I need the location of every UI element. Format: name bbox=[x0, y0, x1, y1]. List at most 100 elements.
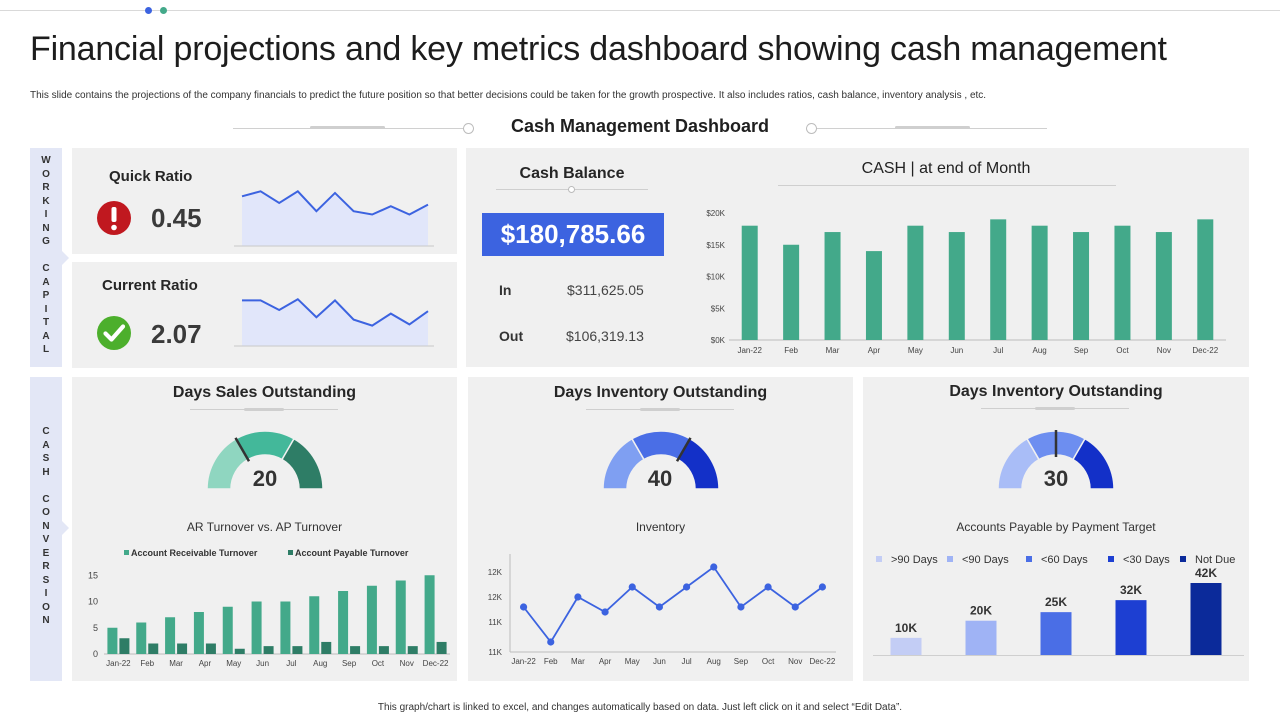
ar-xtick-label: Jan-22 bbox=[106, 659, 131, 668]
inventory-ytick-label: 12K bbox=[488, 568, 503, 577]
inventory-point bbox=[710, 563, 718, 571]
inventory-point bbox=[737, 603, 745, 611]
ap-legend-swatch bbox=[1026, 556, 1032, 562]
cash-bar bbox=[1031, 225, 1048, 340]
cash-xtick-label: Jun bbox=[950, 346, 963, 355]
cash-bar bbox=[865, 251, 882, 340]
ar-xtick-label: Nov bbox=[400, 659, 414, 668]
ar-ytick-label: 10 bbox=[88, 597, 98, 607]
ar-xtick-label: May bbox=[226, 659, 241, 668]
ar-xtick-label: Apr bbox=[199, 659, 212, 668]
dpo-underline-bar bbox=[1035, 407, 1075, 410]
ar-bar bbox=[280, 601, 291, 654]
quick-ratio-panel: Quick Ratio 0.45 bbox=[72, 148, 457, 254]
ar-bar bbox=[165, 617, 176, 654]
dpo-title: Days Inventory Outstanding bbox=[949, 383, 1163, 400]
ap-bar bbox=[436, 641, 447, 654]
ar-ap-chart-title: AR Turnover vs. AP Turnover bbox=[186, 520, 343, 534]
gauge-segment bbox=[1071, 437, 1115, 490]
inventory-point bbox=[791, 603, 799, 611]
title-deco-circle-right bbox=[806, 123, 817, 134]
exclamation-icon bbox=[97, 201, 131, 235]
title-deco-bar-left bbox=[310, 126, 385, 129]
ap-legend-swatch bbox=[1180, 556, 1186, 562]
dpo-gauge bbox=[997, 430, 1115, 490]
cash-ytick-label: $5K bbox=[711, 304, 726, 313]
gauge-needle bbox=[234, 437, 251, 462]
cash-out-label: Out bbox=[499, 328, 524, 344]
cash-balance-underline-dot bbox=[568, 186, 575, 193]
dio-title: Days Inventory Outstanding bbox=[553, 384, 768, 401]
inventory-xtick-label: Oct bbox=[762, 657, 775, 666]
inventory-ytick-label: 12K bbox=[488, 593, 503, 602]
ar-xtick-label: Sep bbox=[342, 659, 357, 668]
ap-data-label: 20K bbox=[970, 604, 992, 618]
decor-dot-blue bbox=[145, 7, 152, 14]
inventory-point bbox=[628, 583, 636, 591]
sparkline-area bbox=[242, 191, 428, 246]
ap-data-label: 42K bbox=[1195, 566, 1217, 580]
inventory-xtick-label: Apr bbox=[599, 657, 612, 666]
ar-xtick-label: Mar bbox=[169, 659, 183, 668]
ap-bar bbox=[321, 641, 332, 654]
ap-bar bbox=[234, 648, 245, 654]
cash-ytick-label: $20K bbox=[706, 209, 725, 218]
dio-underline-bar bbox=[640, 408, 680, 411]
working-capital-arrow bbox=[62, 251, 69, 265]
cash-bar bbox=[1155, 232, 1172, 340]
inventory-xtick-label: Jun bbox=[653, 657, 666, 666]
cash-xtick-label: Nov bbox=[1157, 346, 1171, 355]
ap-data-label: 25K bbox=[1045, 595, 1067, 609]
ap-legend-swatch bbox=[1108, 556, 1114, 562]
inventory-point bbox=[601, 608, 609, 616]
inventory-point bbox=[818, 583, 827, 591]
page-title: Financial projections and key metrics da… bbox=[30, 30, 1167, 68]
dso-underline-bar bbox=[244, 408, 284, 411]
ap-bar bbox=[378, 646, 389, 654]
cash-xtick-label: Feb bbox=[784, 346, 798, 355]
cash-out-value: $106,319.13 bbox=[566, 328, 644, 344]
cash-xtick-label: Oct bbox=[1116, 346, 1129, 355]
ap-bar bbox=[1115, 600, 1147, 655]
cash-ytick-label: $10K bbox=[706, 273, 725, 282]
ar-xtick-label: Oct bbox=[372, 659, 385, 668]
ap-data-label: 10K bbox=[895, 621, 917, 635]
accounts-payable-chart: >90 Days <90 Days <60 Days <30 Days Not Due 1… bbox=[873, 554, 1244, 656]
inventory-xtick-label: Jul bbox=[681, 657, 691, 666]
cash-bar bbox=[948, 232, 965, 340]
dso-panel: Days Sales Outstanding 20 AR Turnover vs… bbox=[72, 377, 457, 681]
quick-ratio-sparkline bbox=[234, 190, 434, 247]
inventory-point bbox=[682, 583, 691, 591]
cash-bar bbox=[1073, 232, 1090, 340]
ar-xtick-label: Jun bbox=[256, 659, 269, 668]
inventory-xtick-label: Mar bbox=[571, 657, 585, 666]
cash-balance-label: Cash Balance bbox=[519, 165, 625, 182]
top-divider bbox=[0, 10, 1280, 11]
gauge-segment bbox=[280, 437, 324, 490]
dashboard-title: Cash Management Dashboard bbox=[510, 116, 770, 136]
dso-gauge bbox=[206, 430, 324, 490]
legend-swatch bbox=[288, 550, 293, 555]
ap-bar bbox=[263, 646, 274, 654]
inventory-xtick-label: Dec-22 bbox=[810, 657, 836, 666]
ap-bar bbox=[148, 643, 159, 654]
ap-bar bbox=[205, 643, 216, 654]
current-ratio-label: Current Ratio bbox=[102, 277, 198, 294]
inventory-xtick-label: Jan-22 bbox=[511, 657, 536, 666]
ar-ytick-label: 15 bbox=[88, 570, 98, 580]
cash-bar bbox=[1114, 225, 1131, 340]
ap-legend-label: <30 Days bbox=[1123, 554, 1170, 566]
ar-bar bbox=[193, 612, 204, 654]
accounts-payable-chart-title: Accounts Payable by Payment Target bbox=[956, 520, 1156, 534]
inventory-point bbox=[655, 603, 664, 611]
inventory-chart-title: Inventory bbox=[635, 520, 686, 534]
ap-bar bbox=[890, 637, 922, 655]
quick-ratio-label: Quick Ratio bbox=[109, 168, 193, 185]
cash-in-value: $311,625.05 bbox=[567, 282, 644, 298]
inventory-xtick-label: May bbox=[625, 657, 640, 666]
cash-xtick-label: Apr bbox=[868, 346, 881, 355]
title-deco-circle-left bbox=[463, 123, 474, 134]
